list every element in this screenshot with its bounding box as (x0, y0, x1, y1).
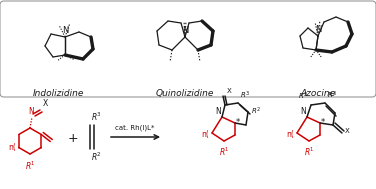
Text: $R^3$: $R^3$ (91, 111, 102, 123)
Text: Indolizidine: Indolizidine (32, 89, 84, 98)
Text: n(: n( (201, 130, 209, 139)
Text: X: X (345, 128, 350, 134)
Text: $R^3$: $R^3$ (327, 90, 337, 101)
Text: n(: n( (286, 130, 294, 139)
Text: N: N (215, 107, 221, 116)
Text: $R^1$: $R^1$ (303, 146, 314, 158)
Text: $R^1$: $R^1$ (24, 160, 35, 172)
Text: $R^2$: $R^2$ (251, 105, 261, 117)
Text: N: N (315, 25, 321, 34)
Text: n(: n( (8, 143, 16, 152)
Text: N: N (300, 107, 306, 116)
Text: $R^3$: $R^3$ (240, 90, 250, 101)
Text: cat. Rh(I)L*: cat. Rh(I)L* (115, 125, 155, 131)
Text: X: X (43, 99, 48, 108)
Text: *: * (321, 119, 325, 128)
Text: +: + (68, 132, 78, 146)
Text: N: N (28, 107, 34, 116)
Text: Quinolizidine: Quinolizidine (156, 89, 214, 98)
Text: $R^2$: $R^2$ (91, 151, 102, 163)
Text: X: X (227, 88, 232, 94)
FancyBboxPatch shape (0, 1, 376, 97)
Text: N: N (182, 26, 188, 35)
Text: $R^2$: $R^2$ (298, 91, 308, 102)
Text: N: N (62, 26, 68, 35)
Text: $R^1$: $R^1$ (218, 146, 229, 158)
Text: Azocine: Azocine (300, 89, 335, 98)
Text: *: * (236, 119, 240, 128)
